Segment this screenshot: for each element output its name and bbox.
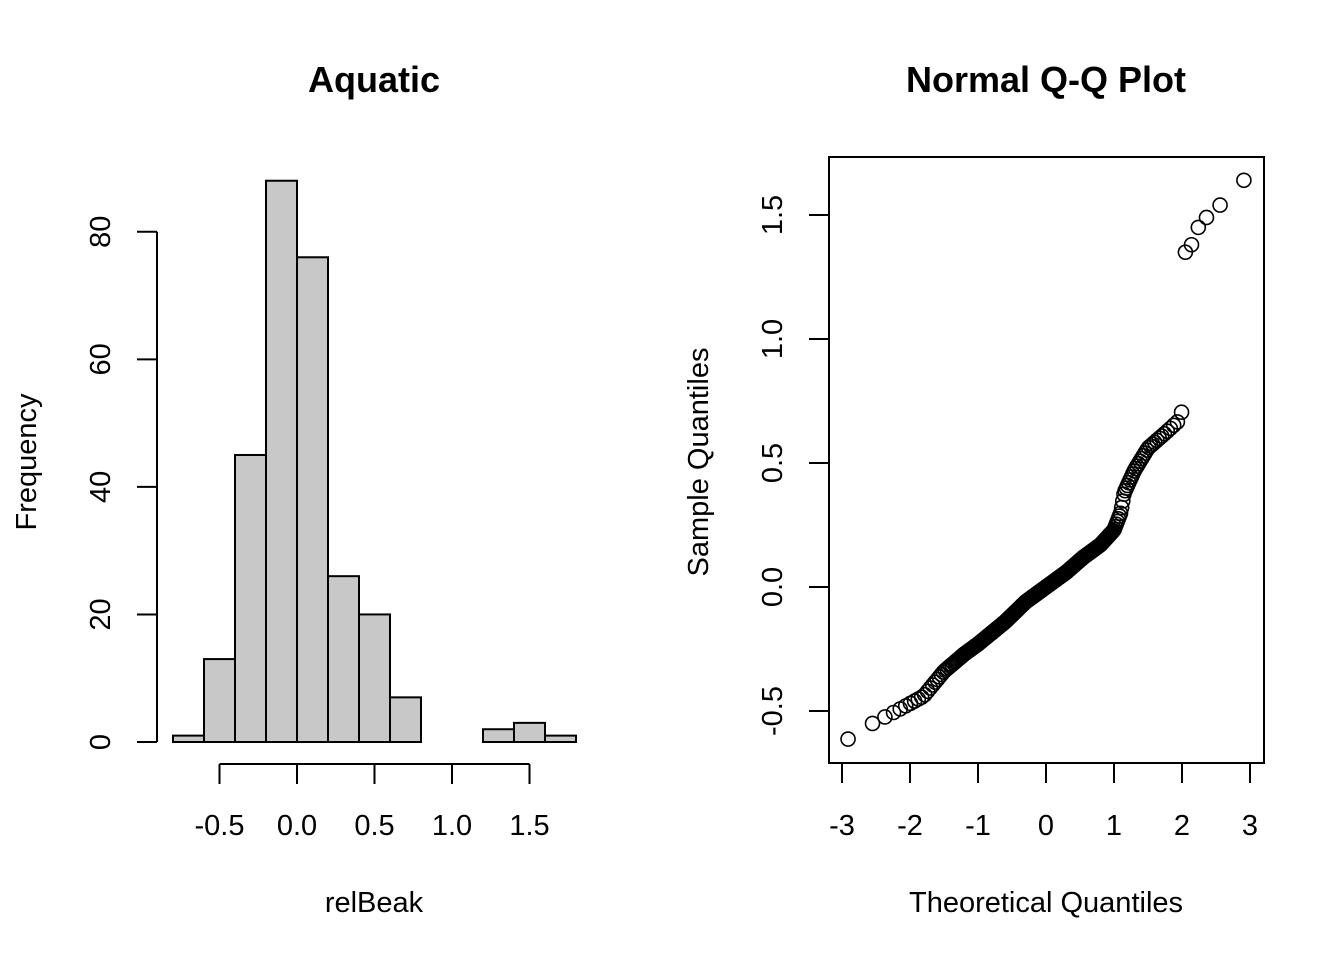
histogram-title: Aquatic <box>308 59 440 100</box>
qq-point <box>1212 197 1228 213</box>
histogram-y-axis-label: Frequency <box>11 393 43 531</box>
qq-point <box>1112 505 1129 522</box>
histogram-bar <box>482 728 515 744</box>
qq-x-axis-label: Theoretical Quantiles <box>909 887 1183 919</box>
histogram-x-tick-label: 0.0 <box>277 810 317 842</box>
histogram-panel: Aquatic relBeak Frequency -0.5 0.0 0.5 1.0 1… <box>11 59 577 919</box>
histogram-x-tick-label: 0.5 <box>354 810 394 842</box>
qq-x-tick-label: 0 <box>1038 810 1054 842</box>
qq-x-tick-label: 3 <box>1242 810 1258 842</box>
qq-point <box>1198 209 1215 226</box>
histogram-bar <box>203 658 236 743</box>
qq-y-tick-label: 1.5 <box>757 195 789 235</box>
qq-x-tick-label: 2 <box>1174 810 1190 842</box>
qq-plot-panel: Normal Q-Q Plot Theoretical Quantiles Sa… <box>683 59 1265 919</box>
histogram-y-tick-label: 60 <box>85 343 117 375</box>
qq-x-tick-label: -2 <box>897 810 923 842</box>
histogram-bar <box>544 734 577 744</box>
qq-point <box>1190 219 1207 236</box>
qq-x-axis: -3 -2 -1 0 1 2 3 <box>829 762 1258 842</box>
qq-x-tick-label: -3 <box>829 810 855 842</box>
qq-y-axis: -0.5 0.0 0.5 1.0 1.5 <box>757 195 830 736</box>
histogram-x-tick-label: 1.0 <box>432 810 472 842</box>
histogram-bar <box>389 696 422 744</box>
histogram-bar <box>358 613 391 743</box>
qq-x-tick-label: -1 <box>965 810 991 842</box>
histogram-y-tick-label: 0 <box>85 734 117 750</box>
qq-x-tick-label: 1 <box>1106 810 1122 842</box>
histogram-bar <box>296 256 329 743</box>
qq-point <box>877 709 893 725</box>
histogram-y-tick-label: 80 <box>85 216 117 248</box>
qq-y-tick-label: 0.5 <box>757 443 789 483</box>
histogram-y-axis: 0 20 40 60 80 <box>85 216 158 750</box>
qq-point <box>1153 428 1170 444</box>
qq-y-tick-label: 0.0 <box>757 567 789 607</box>
histogram-bars <box>172 179 577 744</box>
qq-point <box>840 731 856 747</box>
qq-y-axis-label: Sample Quantiles <box>683 348 715 577</box>
qq-point <box>1101 527 1118 543</box>
qq-point <box>864 715 881 732</box>
qq-points <box>840 172 1252 747</box>
qq-point <box>1169 414 1186 430</box>
qq-point <box>913 689 930 705</box>
qq-plot-title: Normal Q-Q Plot <box>906 59 1186 100</box>
histogram-bar <box>172 734 205 744</box>
histogram-x-axis: -0.5 0.0 0.5 1.0 1.5 <box>195 763 550 842</box>
histogram-bar <box>265 179 298 743</box>
histogram-x-tick-label: 1.5 <box>509 810 549 842</box>
qq-point <box>1138 442 1155 458</box>
qq-point <box>1236 172 1252 189</box>
qq-y-tick-label: -0.5 <box>757 686 789 736</box>
qq-plot-frame <box>828 156 1265 764</box>
histogram-y-tick-label: 20 <box>85 598 117 630</box>
qq-y-tick-label: 1.0 <box>757 319 789 359</box>
qq-point <box>1183 236 1200 253</box>
histogram-bar <box>234 453 267 743</box>
qq-point <box>1156 425 1173 442</box>
qq-point <box>1165 417 1182 434</box>
histogram-bar <box>327 575 360 743</box>
histogram-bar <box>513 721 546 744</box>
histogram-y-tick-label: 40 <box>85 471 117 503</box>
qq-point <box>1173 404 1190 421</box>
histogram-x-tick-label: -0.5 <box>195 810 245 842</box>
histogram-x-axis-label: relBeak <box>325 887 424 919</box>
